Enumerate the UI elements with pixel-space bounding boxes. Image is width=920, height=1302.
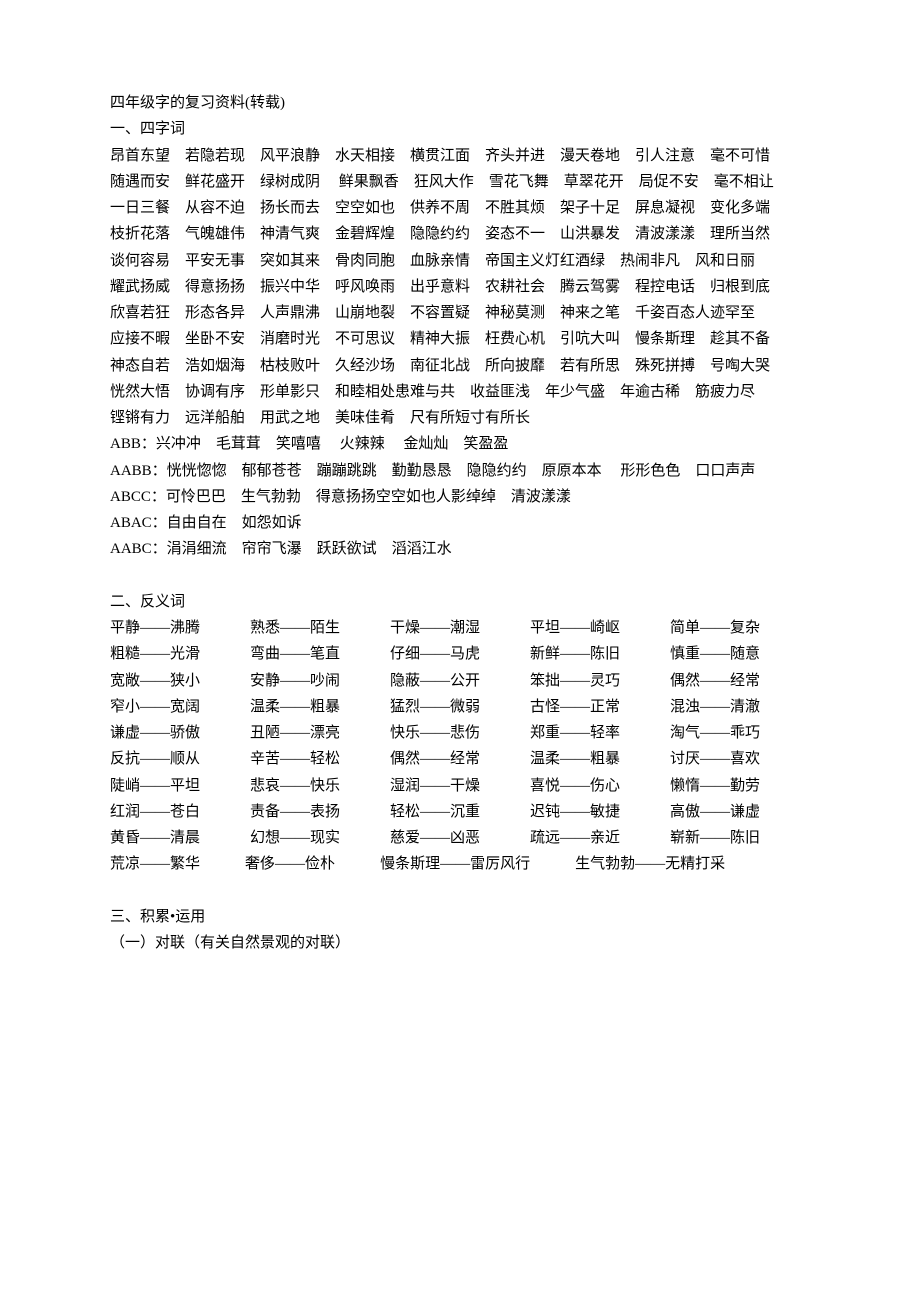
idiom-line: 一日三餐 从容不迫 扬长而去 空空如也 供养不周 不胜其烦 架子十足 屏息凝视 …: [110, 195, 810, 221]
antonym-pair: 辛苦——轻松: [250, 746, 390, 772]
idiom-line: 枝折花落 气魄雄伟 神清气爽 金碧辉煌 隐隐约约 姿态不一 山洪暴发 清波漾漾 …: [110, 221, 810, 247]
antonym-pair: 弯曲——笔直: [250, 641, 390, 667]
antonym-row: 平静——沸腾 熟悉——陌生 干燥——潮湿 平坦——崎岖 简单——复杂: [110, 615, 810, 641]
antonym-pair: 慢条斯理——雷厉风行: [380, 856, 530, 872]
antonym-pair: 幻想——现实: [250, 825, 390, 851]
antonym-pair: 轻松——沉重: [390, 799, 530, 825]
antonym-pair: 崭新——陈旧: [670, 825, 810, 851]
antonym-pair: 仔细——马虎: [390, 641, 530, 667]
antonym-pair: 平静——沸腾: [110, 615, 250, 641]
pattern-aabc: AABC：涓涓细流 帘帘飞瀑 跃跃欲试 滔滔江水: [110, 536, 810, 562]
antonym-pair: 郑重——轻率: [530, 720, 670, 746]
antonym-pair: 新鲜——陈旧: [530, 641, 670, 667]
idiom-line: 神态自若 浩如烟海 枯枝败叶 久经沙场 南征北战 所向披靡 若有所思 殊死拼搏 …: [110, 353, 810, 379]
spacer: [110, 878, 810, 904]
section-1-header: 一、四字词: [110, 116, 810, 142]
antonym-row: 谦虚——骄傲 丑陋——漂亮 快乐——悲伤 郑重——轻率 淘气——乖巧: [110, 720, 810, 746]
pattern-abac: ABAC：自由自在 如怨如诉: [110, 510, 810, 536]
idiom-line: 恍然大悟 协调有序 形单影只 和睦相处患难与共 收益匪浅 年少气盛 年逾古稀 筋…: [110, 379, 810, 405]
idiom-line: 应接不暇 坐卧不安 消磨时光 不可思议 精神大振 枉费心机 引吭大叫 慢条斯理 …: [110, 326, 810, 352]
antonym-row: 粗糙——光滑 弯曲——笔直 仔细——马虎 新鲜——陈旧 慎重——随意: [110, 641, 810, 667]
spacer: [110, 563, 810, 589]
antonym-pair: 生气勃勃——无精打采: [575, 856, 725, 872]
antonym-pair: 红润——苍白: [110, 799, 250, 825]
document-title: 四年级字的复习资料(转载): [110, 90, 810, 116]
antonym-row: 红润——苍白 责备——表扬 轻松——沉重 迟钝——敏捷 高傲——谦虚: [110, 799, 810, 825]
antonym-pair: 丑陋——漂亮: [250, 720, 390, 746]
antonym-pair: 悲哀——快乐: [250, 773, 390, 799]
antonym-pair: 责备——表扬: [250, 799, 390, 825]
antonym-pair: 偶然——经常: [670, 668, 810, 694]
antonym-pair: 讨厌——喜欢: [670, 746, 810, 772]
antonym-row: 窄小——宽阔 温柔——粗暴 猛烈——微弱 古怪——正常 混浊——清澈: [110, 694, 810, 720]
idiom-line: 谈何容易 平安无事 突如其来 骨肉同胞 血脉亲情 帝国主义灯红酒绿 热闹非凡 风…: [110, 248, 810, 274]
pattern-abb: ABB：兴冲冲 毛茸茸 笑嘻嘻 火辣辣 金灿灿 笑盈盈: [110, 431, 810, 457]
antonym-pair: 慈爱——凶恶: [390, 825, 530, 851]
antonym-pair: 温柔——粗暴: [250, 694, 390, 720]
antonym-pair: 混浊——清澈: [670, 694, 810, 720]
antonym-pair: 迟钝——敏捷: [530, 799, 670, 825]
antonym-pair: 高傲——谦虚: [670, 799, 810, 825]
antonym-table: 平静——沸腾 熟悉——陌生 干燥——潮湿 平坦——崎岖 简单——复杂 粗糙——光…: [110, 615, 810, 851]
antonym-pair: 快乐——悲伤: [390, 720, 530, 746]
antonym-pair: 喜悦——伤心: [530, 773, 670, 799]
antonym-last-row: 荒凉——繁华 奢侈——俭朴 慢条斯理——雷厉风行 生气勃勃——无精打采: [110, 851, 810, 877]
section-3-sub1: （一）对联（有关自然景观的对联）: [110, 930, 810, 956]
antonym-pair: 陡峭——平坦: [110, 773, 250, 799]
antonym-pair: 偶然——经常: [390, 746, 530, 772]
antonym-pair: 猛烈——微弱: [390, 694, 530, 720]
antonym-pair: 荒凉——繁华: [110, 856, 200, 872]
idiom-line: 昂首东望 若隐若现 风平浪静 水天相接 横贯江面 齐头并进 漫天卷地 引人注意 …: [110, 143, 810, 169]
antonym-pair: 湿润——干燥: [390, 773, 530, 799]
section-3-header: 三、积累•运用: [110, 904, 810, 930]
antonym-pair: 懒惰——勤劳: [670, 773, 810, 799]
antonym-pair: 窄小——宽阔: [110, 694, 250, 720]
antonym-pair: 简单——复杂: [670, 615, 810, 641]
antonym-pair: 隐蔽——公开: [390, 668, 530, 694]
antonym-pair: 慎重——随意: [670, 641, 810, 667]
antonym-pair: 黄昏——清晨: [110, 825, 250, 851]
pattern-abcc: ABCC：可怜巴巴 生气勃勃 得意扬扬空空如也人影绰绰 清波漾漾: [110, 484, 810, 510]
antonym-pair: 粗糙——光滑: [110, 641, 250, 667]
antonym-pair: 平坦——崎岖: [530, 615, 670, 641]
antonym-pair: 熟悉——陌生: [250, 615, 390, 641]
idiom-line: 欣喜若狂 形态各异 人声鼎沸 山崩地裂 不容置疑 神秘莫测 神来之笔 千姿百态人…: [110, 300, 810, 326]
idiom-line: 耀武扬威 得意扬扬 振兴中华 呼风唤雨 出乎意料 农耕社会 腾云驾雾 程控电话 …: [110, 274, 810, 300]
antonym-row: 黄昏——清晨 幻想——现实 慈爱——凶恶 疏远——亲近 崭新——陈旧: [110, 825, 810, 851]
antonym-pair: 干燥——潮湿: [390, 615, 530, 641]
pattern-aabb: AABB：恍恍惚惚 郁郁苍苍 蹦蹦跳跳 勤勤恳恳 隐隐约约 原原本本 形形色色 …: [110, 458, 810, 484]
section-2-header: 二、反义词: [110, 589, 810, 615]
idiom-line: 铿锵有力 远洋船舶 用武之地 美味佳肴 尺有所短寸有所长: [110, 405, 810, 431]
antonym-pair: 安静——吵闹: [250, 668, 390, 694]
antonym-pair: 古怪——正常: [530, 694, 670, 720]
antonym-pair: 谦虚——骄傲: [110, 720, 250, 746]
antonym-pair: 温柔——粗暴: [530, 746, 670, 772]
antonym-row: 宽敞——狭小 安静——吵闹 隐蔽——公开 笨拙——灵巧 偶然——经常: [110, 668, 810, 694]
antonym-row: 反抗——顺从 辛苦——轻松 偶然——经常 温柔——粗暴 讨厌——喜欢: [110, 746, 810, 772]
antonym-pair: 反抗——顺从: [110, 746, 250, 772]
antonym-pair: 淘气——乖巧: [670, 720, 810, 746]
antonym-pair: 笨拙——灵巧: [530, 668, 670, 694]
antonym-pair: 奢侈——俭朴: [245, 856, 335, 872]
antonym-pair: 宽敞——狭小: [110, 668, 250, 694]
antonym-row: 陡峭——平坦 悲哀——快乐 湿润——干燥 喜悦——伤心 懒惰——勤劳: [110, 773, 810, 799]
antonym-pair: 疏远——亲近: [530, 825, 670, 851]
idiom-line: 随遇而安 鲜花盛开 绿树成阴 鲜果飘香 狂风大作 雪花飞舞 草翠花开 局促不安 …: [110, 169, 810, 195]
